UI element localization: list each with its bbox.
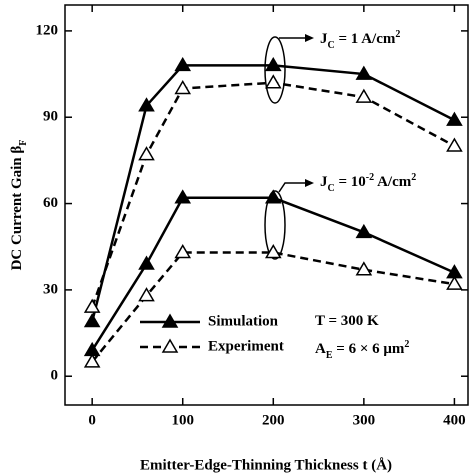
y-tick-label: 120 [36,22,59,38]
marker [355,261,373,276]
text-part: -2 [366,172,374,183]
text-part: DC Current Gain β [9,146,25,271]
text-part: F [18,140,29,146]
text-part: J [320,174,328,190]
text-part: 2 [395,29,400,40]
text-part: E [326,350,333,361]
legend-label: Simulation [208,313,279,329]
marker [446,275,463,290]
text-part: T = 300 K [315,313,379,329]
marker [138,97,155,112]
marker [138,146,155,161]
arrow-head [305,34,314,42]
series-line [91,251,455,363]
series-line [90,64,455,322]
x-tick-label: 300 [353,412,376,428]
y-axis-label: DC Current Gain βF [9,140,28,271]
marker [264,243,282,259]
marker [174,56,192,72]
text-part: = 1 A/cm [335,31,396,47]
x-axis-label: Emitter-Edge-Thinning Thickness t (Å) [140,457,392,473]
marker [83,313,101,328]
x-tick-label: 100 [171,412,194,428]
group-ellipse [264,190,286,260]
x-tick-label: 200 [262,412,285,428]
plot-frame [64,4,469,406]
marker [355,223,373,239]
series-line [91,196,455,351]
marker [83,353,101,368]
x-tick-label: 0 [88,412,96,428]
marker [264,189,282,204]
arrow-head [305,179,314,187]
text-part: 2 [404,339,409,350]
marker [446,137,463,152]
marker [446,111,463,126]
marker [264,56,282,72]
text-part: J [320,31,328,47]
annotation: T = 300 K [315,313,379,329]
text-part: A [315,341,326,357]
text-part: = 6 × 6 μm [333,341,405,357]
y-tick-label: 30 [43,281,58,297]
marker [138,287,155,302]
marker [174,79,192,95]
text-part: = 10 [335,174,366,190]
text-part: C [328,40,335,51]
group-ellipse [264,36,286,104]
marker [355,65,373,80]
y-tick-label: 60 [43,195,58,211]
series-line [90,81,456,308]
legend-marker [161,338,179,353]
marker [264,74,282,89]
text-part: C [328,183,335,194]
legend-marker [161,313,179,328]
x-tick-label: 400 [443,412,466,428]
text-part: A/cm [374,174,412,190]
annotation-arrow [278,182,306,193]
annotation: JC = 1 A/cm2 [320,29,400,51]
marker [138,255,155,270]
y-tick-label: 0 [51,368,59,384]
y-tick-label: 90 [43,109,58,125]
marker [83,298,101,313]
marker [174,189,192,204]
annotation: JC = 10-2 A/cm2 [320,172,416,194]
marker [355,88,373,103]
marker [174,243,192,259]
legend-label: Experiment [208,338,284,354]
annotation: AE = 6 × 6 μm2 [315,339,409,361]
text-part: 2 [411,172,416,183]
